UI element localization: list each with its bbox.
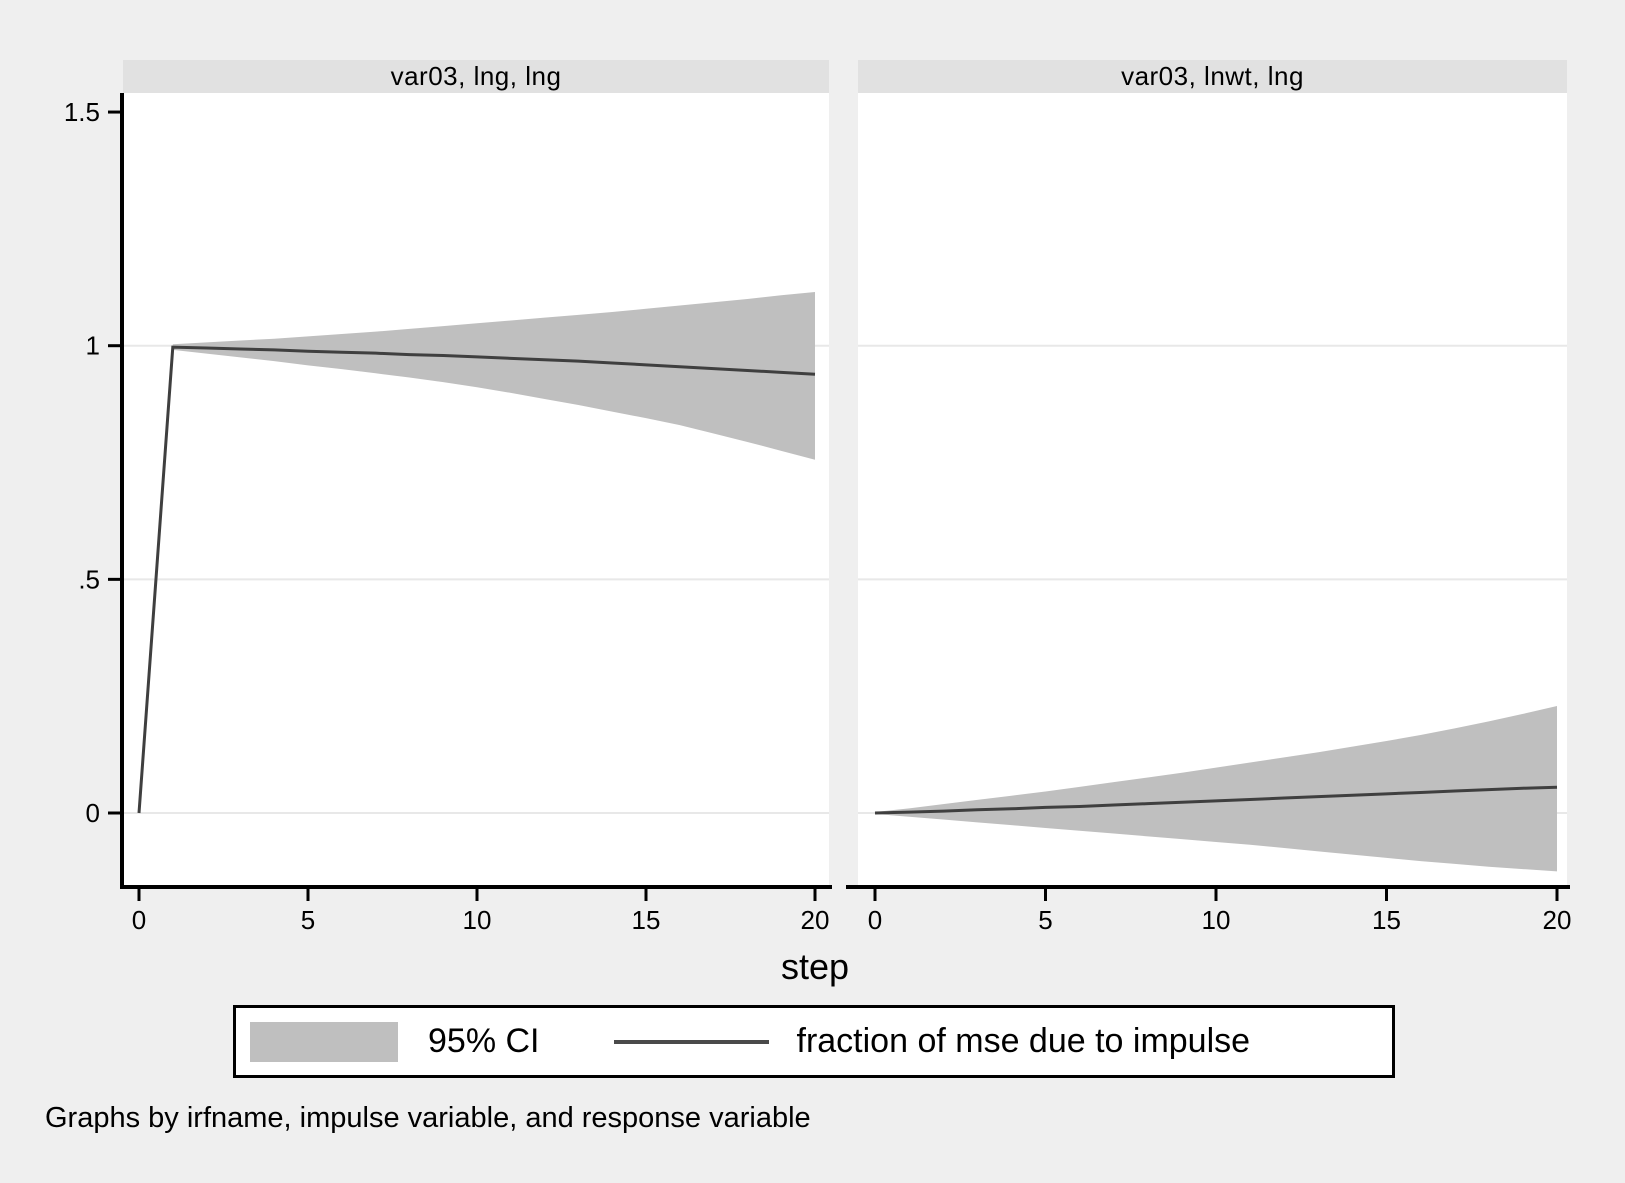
graph-note: Graphs by irfname, impulse variable, and… xyxy=(45,1102,811,1134)
x-tick-label: 10 xyxy=(463,905,492,935)
x-tick-label: 15 xyxy=(632,905,661,935)
legend-ci-label: 95% CI xyxy=(428,1022,540,1060)
y-tick-label: 0 xyxy=(86,798,100,828)
plot-area xyxy=(123,93,829,887)
panel-title-right: var03, lnwt, lng xyxy=(1121,61,1304,91)
fevd-line xyxy=(874,785,1558,815)
y-tick-label: 1 xyxy=(86,331,100,361)
x-tick-label: 15 xyxy=(1372,905,1401,935)
x-tick-label: 5 xyxy=(1038,905,1052,935)
panel-title-left: var03, lng, lng xyxy=(390,61,562,91)
legend: 95% CI fraction of mse due to impulse xyxy=(233,1005,1395,1078)
x-tick-label: 5 xyxy=(301,905,315,935)
x-tick-label: 20 xyxy=(1543,905,1572,935)
panel-strip xyxy=(858,60,1567,93)
x-tick-label: 10 xyxy=(1202,905,1231,935)
ci-band-swatch-icon xyxy=(250,1021,398,1062)
panel-1: 0 5 10 15 20 xyxy=(846,60,1571,935)
ci-band xyxy=(875,705,1557,872)
y-tick-label: 1.5 xyxy=(64,97,100,127)
x-tick-label: 0 xyxy=(132,905,146,935)
x-tick-label: 0 xyxy=(868,905,882,935)
y-tick-label: .5 xyxy=(78,564,100,594)
panel-0: 0 5 10 15 20 0 .5 1 1.5 xyxy=(64,60,832,935)
legend-line-label: fraction of mse due to impulse xyxy=(796,1022,1251,1060)
fevd-line xyxy=(137,345,816,814)
ci-band xyxy=(172,291,816,460)
x-tick-label: 20 xyxy=(801,905,830,935)
x-axis-title: step xyxy=(780,946,850,987)
line-key-icon xyxy=(613,1039,769,1044)
panel-strip xyxy=(123,60,829,93)
